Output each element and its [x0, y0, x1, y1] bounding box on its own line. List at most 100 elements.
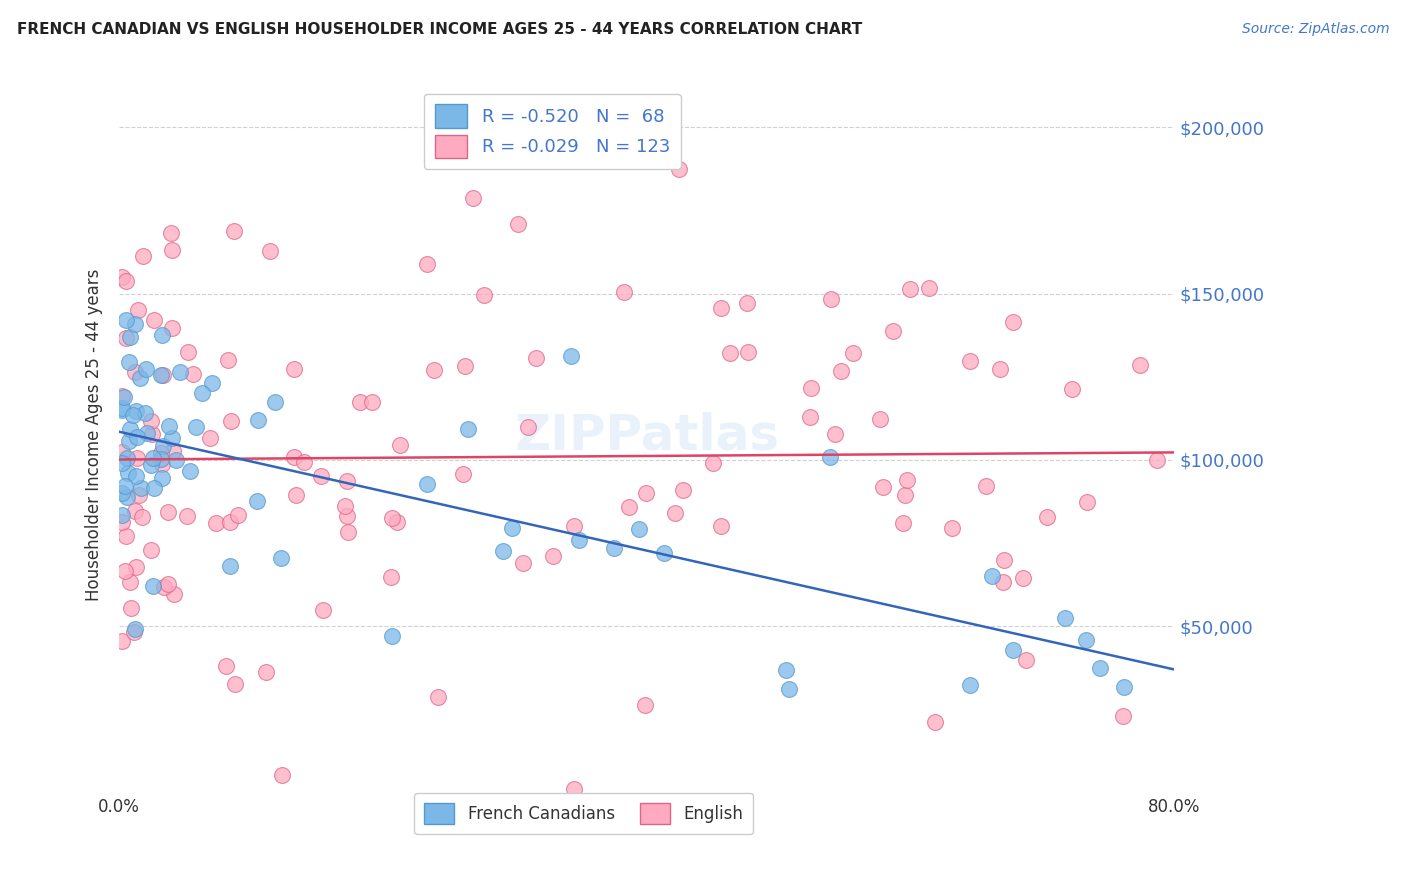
- Point: [872, 480, 894, 494]
- Point: [219, 414, 242, 428]
- Point: [219, 558, 242, 573]
- Point: [217, 353, 239, 368]
- Point: [120, 600, 142, 615]
- Point: [842, 346, 865, 360]
- Point: [176, 345, 198, 359]
- Point: [120, 329, 142, 343]
- Point: [941, 521, 963, 535]
- Point: [361, 394, 384, 409]
- Point: [980, 569, 1002, 583]
- Point: [127, 303, 149, 318]
- Point: [918, 281, 941, 295]
- Point: [516, 420, 538, 434]
- Point: [1146, 453, 1168, 467]
- Point: [142, 482, 165, 496]
- Point: [125, 469, 148, 483]
- Point: [114, 479, 136, 493]
- Point: [111, 456, 134, 470]
- Point: [1112, 709, 1135, 723]
- Point: [149, 451, 172, 466]
- Point: [634, 698, 657, 713]
- Point: [190, 385, 212, 400]
- Point: [1001, 643, 1024, 657]
- Point: [309, 469, 332, 483]
- Point: [118, 422, 141, 436]
- Point: [337, 525, 360, 540]
- Point: [506, 217, 529, 231]
- Point: [1076, 495, 1098, 509]
- Point: [150, 368, 173, 382]
- Point: [150, 471, 173, 485]
- Point: [124, 365, 146, 379]
- Point: [336, 509, 359, 524]
- Point: [226, 508, 249, 522]
- Point: [131, 510, 153, 524]
- Point: [381, 629, 404, 643]
- Point: [224, 224, 246, 238]
- Point: [562, 782, 585, 797]
- Point: [993, 574, 1015, 589]
- Point: [568, 533, 591, 548]
- Point: [152, 439, 174, 453]
- Point: [284, 488, 307, 502]
- Point: [111, 634, 134, 648]
- Point: [416, 257, 439, 271]
- Point: [131, 249, 153, 263]
- Point: [114, 564, 136, 578]
- Point: [988, 361, 1011, 376]
- Point: [737, 345, 759, 359]
- Point: [134, 406, 156, 420]
- Point: [181, 368, 204, 382]
- Point: [157, 576, 180, 591]
- Point: [117, 467, 139, 481]
- Point: [224, 677, 246, 691]
- Point: [882, 324, 904, 338]
- Point: [799, 410, 821, 425]
- Point: [117, 355, 139, 369]
- Point: [143, 312, 166, 326]
- Point: [800, 381, 823, 395]
- Point: [512, 556, 534, 570]
- Point: [312, 603, 335, 617]
- Point: [125, 430, 148, 444]
- Point: [381, 511, 404, 525]
- Text: FRENCH CANADIAN VS ENGLISH HOUSEHOLDER INCOME AGES 25 - 44 YEARS CORRELATION CHA: FRENCH CANADIAN VS ENGLISH HOUSEHOLDER I…: [17, 22, 862, 37]
- Point: [129, 481, 152, 495]
- Point: [891, 516, 914, 531]
- Point: [157, 505, 180, 519]
- Point: [380, 570, 402, 584]
- Point: [959, 678, 981, 692]
- Point: [198, 431, 221, 445]
- Point: [820, 292, 842, 306]
- Point: [117, 434, 139, 448]
- Point: [652, 546, 675, 560]
- Point: [668, 162, 690, 177]
- Point: [710, 301, 733, 315]
- Point: [541, 549, 564, 563]
- Point: [898, 282, 921, 296]
- Point: [924, 715, 946, 730]
- Point: [818, 450, 841, 464]
- Point: [111, 402, 134, 417]
- Point: [115, 274, 138, 288]
- Point: [974, 479, 997, 493]
- Point: [388, 438, 411, 452]
- Point: [1090, 661, 1112, 675]
- Point: [259, 244, 281, 258]
- Point: [264, 394, 287, 409]
- Point: [245, 494, 267, 508]
- Point: [124, 318, 146, 332]
- Point: [122, 408, 145, 422]
- Point: [219, 515, 242, 529]
- Point: [115, 331, 138, 345]
- Point: [702, 456, 724, 470]
- Point: [492, 544, 515, 558]
- Point: [775, 663, 797, 677]
- Point: [1129, 358, 1152, 372]
- Point: [162, 243, 184, 257]
- Point: [135, 361, 157, 376]
- Point: [423, 363, 446, 377]
- Point: [124, 624, 146, 639]
- Point: [427, 690, 450, 705]
- Point: [1015, 653, 1038, 667]
